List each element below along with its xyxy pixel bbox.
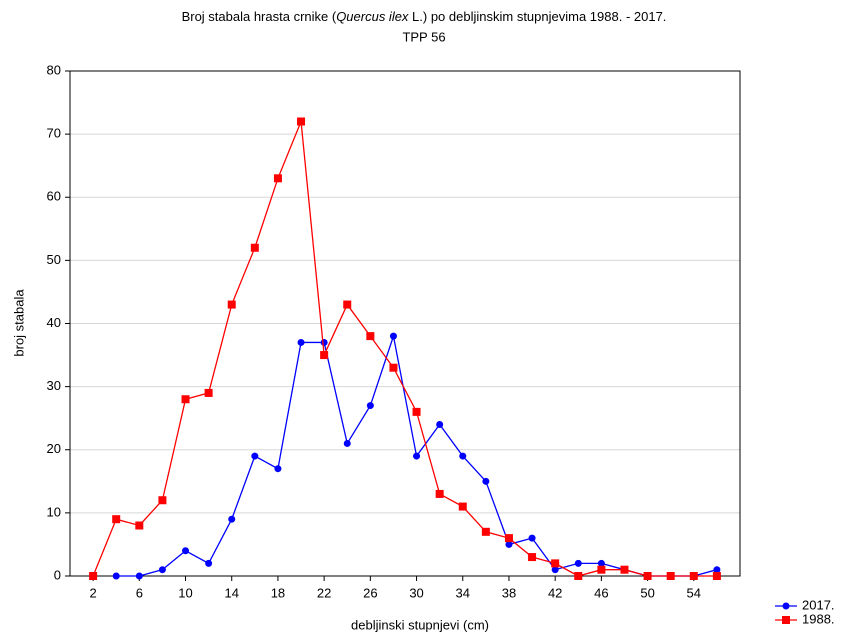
data-point xyxy=(205,559,213,567)
data-point xyxy=(689,572,698,580)
data-point xyxy=(250,243,259,252)
legend-label: 2017. xyxy=(802,597,835,612)
legend-marker xyxy=(782,616,790,624)
data-point xyxy=(89,572,98,580)
data-point xyxy=(551,559,560,568)
data-point xyxy=(227,300,236,309)
data-point xyxy=(574,572,583,580)
x-axis-label: debljinski stupnjevi (cm) xyxy=(351,617,489,632)
data-point xyxy=(182,547,190,555)
data-point xyxy=(251,452,259,460)
y-tick-label: 80 xyxy=(47,62,61,77)
chart-title: Broj stabala hrasta crnike (Quercus ilex… xyxy=(182,9,667,24)
x-tick-label: 42 xyxy=(548,585,562,600)
data-point xyxy=(666,572,675,580)
x-tick-label: 14 xyxy=(224,585,238,600)
data-point xyxy=(135,572,143,580)
data-point xyxy=(712,572,721,580)
data-point xyxy=(459,452,467,460)
y-tick-label: 70 xyxy=(47,126,61,141)
x-tick-label: 10 xyxy=(178,585,192,600)
y-tick-label: 60 xyxy=(47,189,61,204)
data-point xyxy=(343,300,352,309)
data-point xyxy=(482,477,490,485)
data-point xyxy=(297,338,305,346)
data-point xyxy=(389,363,398,372)
x-tick-label: 34 xyxy=(456,585,470,600)
data-point xyxy=(643,572,652,580)
y-tick-label: 30 xyxy=(47,378,61,393)
data-point xyxy=(551,566,559,574)
data-point xyxy=(274,465,282,473)
data-point xyxy=(597,559,605,567)
x-tick-label: 30 xyxy=(409,585,423,600)
data-point xyxy=(458,502,467,511)
series-line xyxy=(92,121,717,577)
y-tick-label: 50 xyxy=(47,252,61,267)
legend-label: 1988. xyxy=(802,611,835,626)
title-part: Quercus ilex xyxy=(336,9,409,24)
data-point xyxy=(273,174,282,183)
data-point xyxy=(528,534,536,542)
data-point xyxy=(413,452,421,460)
data-point xyxy=(436,421,444,428)
data-point xyxy=(504,534,513,543)
data-point xyxy=(366,332,375,341)
x-tick-label: 38 xyxy=(502,585,516,600)
data-point xyxy=(412,407,421,416)
data-point xyxy=(620,565,629,574)
data-point xyxy=(135,521,144,530)
x-tick-label: 54 xyxy=(687,585,701,600)
y-tick-label: 10 xyxy=(47,504,61,519)
x-tick-label: 26 xyxy=(363,585,377,600)
x-tick-label: 46 xyxy=(594,585,608,600)
data-point xyxy=(158,566,166,574)
data-point xyxy=(112,572,120,580)
x-tick-label: 2 xyxy=(89,585,96,600)
x-tick-label: 6 xyxy=(136,585,143,600)
data-point xyxy=(597,565,606,574)
data-point xyxy=(574,559,582,567)
data-point xyxy=(204,388,213,397)
legend-marker xyxy=(782,602,790,610)
x-tick-label: 50 xyxy=(640,585,654,600)
data-point xyxy=(158,496,167,505)
data-point xyxy=(320,338,328,346)
data-point xyxy=(435,489,444,498)
plot-frame xyxy=(69,70,741,577)
data-point xyxy=(320,351,329,360)
data-point xyxy=(343,439,351,447)
data-point xyxy=(112,515,121,524)
data-point xyxy=(366,402,374,410)
title-part: Broj stabala hrasta crnike ( xyxy=(182,9,337,24)
data-point xyxy=(228,515,236,523)
x-tick-label: 18 xyxy=(271,585,285,600)
data-point xyxy=(389,332,397,340)
title-part: L.) po debljinskim stupnjevima 1988. - 2… xyxy=(408,9,666,24)
y-tick-label: 0 xyxy=(54,567,61,582)
x-tick-label: 22 xyxy=(317,585,331,600)
y-axis-label: broj stabala xyxy=(11,289,26,357)
data-point xyxy=(181,395,190,404)
data-point xyxy=(481,527,490,536)
data-point xyxy=(528,553,537,562)
y-tick-label: 20 xyxy=(47,441,61,456)
data-point xyxy=(505,540,513,548)
chart-subtitle: TPP 56 xyxy=(402,29,445,44)
y-tick-label: 40 xyxy=(47,315,61,330)
data-point xyxy=(713,566,721,574)
data-point xyxy=(297,117,306,126)
